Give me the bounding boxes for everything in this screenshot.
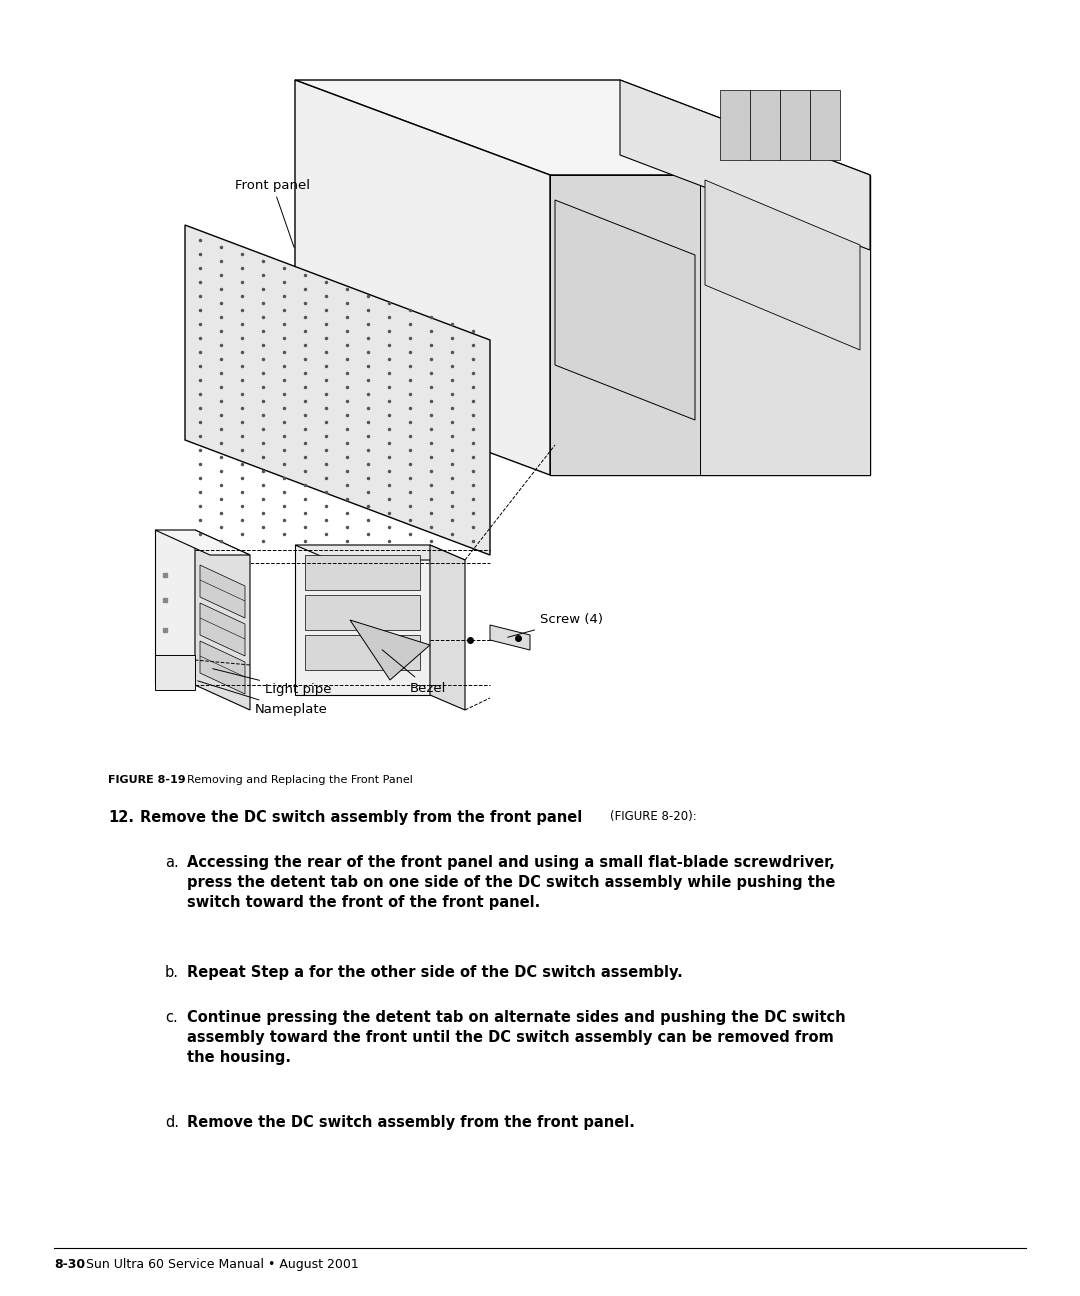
Polygon shape — [550, 175, 700, 476]
Text: Light pipe: Light pipe — [213, 669, 332, 696]
Polygon shape — [200, 642, 245, 693]
Text: Nameplate: Nameplate — [198, 680, 328, 717]
Text: c.: c. — [165, 1010, 178, 1025]
Polygon shape — [156, 654, 195, 689]
Polygon shape — [810, 89, 840, 159]
Text: Removing and Replacing the Front Panel: Removing and Replacing the Front Panel — [180, 775, 413, 785]
Polygon shape — [156, 530, 195, 686]
Text: 12.: 12. — [108, 810, 134, 826]
Polygon shape — [295, 546, 465, 560]
Polygon shape — [705, 180, 860, 350]
Polygon shape — [550, 175, 870, 476]
Polygon shape — [490, 625, 530, 651]
Text: a.: a. — [165, 855, 179, 870]
Text: Screw (4): Screw (4) — [508, 613, 603, 638]
Polygon shape — [295, 546, 430, 695]
Text: FIGURE 8-19: FIGURE 8-19 — [108, 775, 186, 785]
Text: 8-30: 8-30 — [54, 1258, 85, 1271]
Polygon shape — [295, 80, 550, 476]
Polygon shape — [555, 200, 696, 420]
Polygon shape — [350, 619, 430, 680]
Polygon shape — [700, 175, 870, 476]
Text: Accessing the rear of the front panel and using a small flat-blade screwdriver,
: Accessing the rear of the front panel an… — [187, 855, 835, 910]
Text: (FIGURE 8-20):: (FIGURE 8-20): — [610, 810, 697, 823]
Polygon shape — [305, 635, 420, 670]
Polygon shape — [750, 89, 780, 159]
Polygon shape — [305, 555, 420, 590]
Text: Front panel: Front panel — [235, 179, 310, 248]
Polygon shape — [720, 89, 750, 159]
Text: Remove the DC switch assembly from the front panel.: Remove the DC switch assembly from the f… — [187, 1115, 635, 1130]
Polygon shape — [430, 546, 465, 710]
Text: Sun Ultra 60 Service Manual • August 2001: Sun Ultra 60 Service Manual • August 200… — [86, 1258, 359, 1271]
Text: Continue pressing the detent tab on alternate sides and pushing the DC switch
as: Continue pressing the detent tab on alte… — [187, 1010, 846, 1064]
Polygon shape — [156, 530, 249, 555]
Text: Bezel: Bezel — [382, 649, 446, 695]
Text: b.: b. — [165, 966, 179, 980]
Polygon shape — [200, 565, 245, 618]
Polygon shape — [195, 530, 249, 710]
Polygon shape — [185, 226, 490, 555]
Polygon shape — [305, 595, 420, 630]
Polygon shape — [200, 603, 245, 656]
Polygon shape — [780, 89, 810, 159]
Text: d.: d. — [165, 1115, 179, 1130]
Polygon shape — [295, 80, 870, 175]
Text: Remove the DC switch assembly from the front panel: Remove the DC switch assembly from the f… — [140, 810, 588, 826]
Text: Repeat Step a for the other side of the DC switch assembly.: Repeat Step a for the other side of the … — [187, 966, 683, 980]
Polygon shape — [620, 80, 870, 250]
